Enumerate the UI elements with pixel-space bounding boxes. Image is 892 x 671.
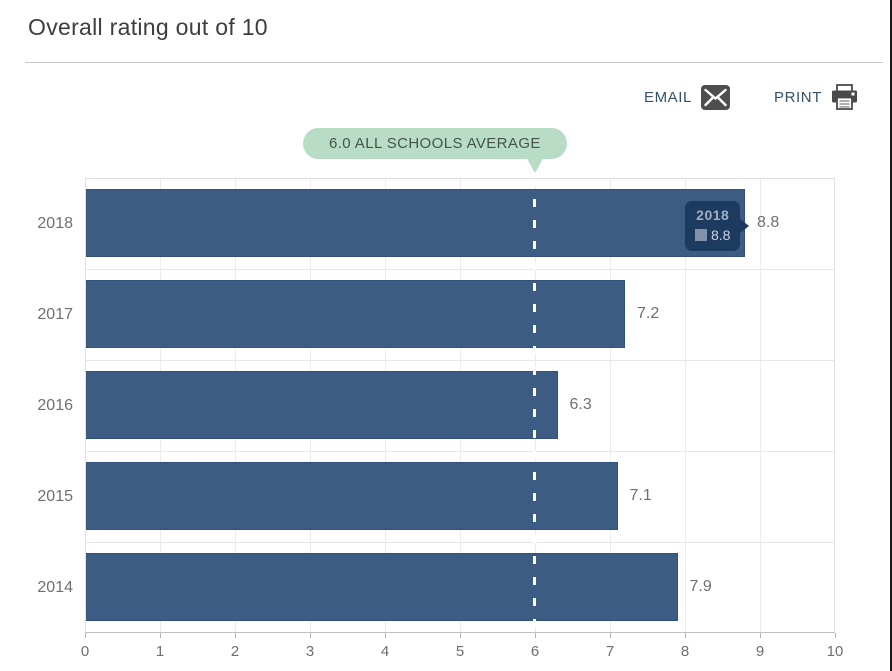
x-tick-label-4: 4 xyxy=(380,643,390,660)
v-gridline-8 xyxy=(685,178,686,633)
value-label-2016: 6.3 xyxy=(569,396,592,413)
tooltip-value: 8.8 xyxy=(711,227,731,243)
tooltip-arrow xyxy=(739,218,750,234)
v-gridline-7 xyxy=(610,178,611,633)
value-label-2018: 8.8 xyxy=(757,214,780,231)
h-gridline-4 xyxy=(85,542,835,543)
average-annotation-label: 6.0 ALL SCHOOLS AVERAGE xyxy=(303,128,567,159)
tooltip-series-swatch xyxy=(695,229,707,241)
x-tick-label-10: 10 xyxy=(826,643,844,660)
header-divider xyxy=(25,62,883,63)
average-annotation: 6.0 ALL SCHOOLS AVERAGE xyxy=(303,128,567,173)
x-tick-2 xyxy=(235,633,236,638)
x-tick-label-9: 9 xyxy=(755,643,765,660)
x-tick-label-2: 2 xyxy=(230,643,240,660)
toolbar: EMAIL PRINT xyxy=(644,84,858,111)
x-tick-label-1: 1 xyxy=(155,643,165,660)
x-tick-0 xyxy=(85,633,86,638)
x-tick-5 xyxy=(460,633,461,638)
average-annotation-pointer xyxy=(526,157,544,173)
printer-icon xyxy=(831,84,858,111)
x-tick-10 xyxy=(835,633,836,638)
bar-2014[interactable] xyxy=(85,553,678,621)
average-reference-line xyxy=(533,178,536,633)
value-label-2014: 7.9 xyxy=(689,578,712,595)
print-button-label: PRINT xyxy=(774,89,822,106)
tooltip-year: 2018 xyxy=(696,207,730,223)
x-tick-6 xyxy=(535,633,536,638)
x-tick-9 xyxy=(760,633,761,638)
x-tick-3 xyxy=(310,633,311,638)
x-tick-label-5: 5 xyxy=(455,643,465,660)
x-tick-label-8: 8 xyxy=(680,643,690,660)
x-tick-1 xyxy=(160,633,161,638)
bar-2015[interactable] xyxy=(85,462,618,530)
value-label-2015: 7.1 xyxy=(629,487,652,504)
bar-2018[interactable] xyxy=(85,189,745,257)
h-gridline-2 xyxy=(85,360,835,361)
email-button-label: EMAIL xyxy=(643,89,692,106)
email-button[interactable]: EMAIL xyxy=(644,85,730,110)
x-tick-7 xyxy=(610,633,611,638)
plot-area: 2018 8.8 8.8 7.2 6.3 7.1 7.9 xyxy=(85,178,835,633)
value-label-2017: 7.2 xyxy=(637,305,660,322)
x-tick-label-7: 7 xyxy=(605,643,615,660)
category-label-2018: 2018 xyxy=(37,214,73,232)
h-gridline-1 xyxy=(85,269,835,270)
v-gridline-9 xyxy=(760,178,761,633)
x-axis: 0 1 2 3 4 5 6 7 8 9 10 xyxy=(81,633,843,671)
x-tick-label-3: 3 xyxy=(305,643,315,660)
category-label-2015: 2015 xyxy=(37,487,73,505)
x-tick-8 xyxy=(685,633,686,638)
category-label-2014: 2014 xyxy=(37,578,73,596)
category-label-2017: 2017 xyxy=(37,305,73,323)
bar-2017[interactable] xyxy=(85,280,625,348)
print-button[interactable]: PRINT xyxy=(774,84,858,111)
x-tick-label-0: 0 xyxy=(80,643,90,660)
bar-2016[interactable] xyxy=(85,371,558,439)
window-right-edge xyxy=(890,0,892,671)
x-tick-label-6: 6 xyxy=(530,643,540,660)
email-icon xyxy=(701,85,730,110)
page-title: Overall rating out of 10 xyxy=(28,14,268,40)
category-label-2016: 2016 xyxy=(37,396,73,414)
tooltip: 2018 8.8 xyxy=(685,201,750,251)
h-gridline-3 xyxy=(85,451,835,452)
x-tick-4 xyxy=(385,633,386,638)
